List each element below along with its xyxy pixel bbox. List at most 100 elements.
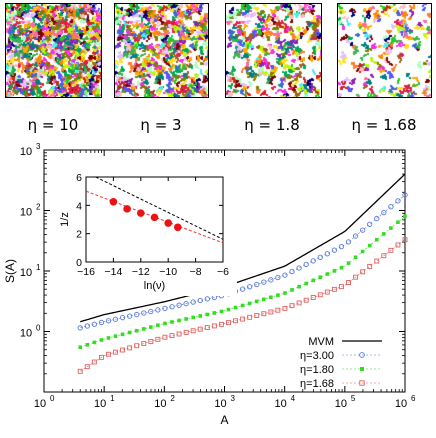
- data-point-circle: [91, 321, 97, 327]
- data-point-star: [78, 345, 83, 350]
- data-point-square: [176, 331, 182, 337]
- data-point-star: [113, 334, 118, 338]
- x-axis-label: A: [220, 413, 228, 427]
- data-point-circle: [289, 268, 295, 275]
- data-point-square: [113, 349, 118, 355]
- data-point-circle: [190, 299, 196, 305]
- data-point-square: [240, 316, 246, 322]
- x-tick-exponent: 1: [110, 394, 115, 403]
- series-line-mvm: [80, 173, 406, 323]
- data-point-square: [120, 347, 126, 353]
- y-tick-label: 10: [20, 146, 32, 158]
- snapshot-caption: η = 1.8: [244, 116, 300, 134]
- data-point-star: [311, 278, 316, 283]
- data-point-circle: [183, 300, 189, 307]
- data-point-square: [247, 314, 253, 320]
- x-tick-label: 10: [214, 398, 226, 410]
- x-tick-exponent: 2: [170, 394, 175, 403]
- data-point-star: [233, 305, 238, 310]
- data-point-star: [403, 214, 407, 219]
- data-point-star: [261, 297, 266, 302]
- data-point-circle: [197, 297, 203, 304]
- inset-x-tick-label: −16: [77, 266, 95, 278]
- inset-data-point: [150, 213, 159, 222]
- data-point-square: [233, 318, 239, 324]
- data-point-circle: [402, 192, 408, 198]
- data-point-star: [382, 232, 386, 236]
- data-point-star: [106, 336, 111, 340]
- data-point-square: [226, 320, 231, 326]
- data-point-square: [303, 297, 309, 303]
- data-point-circle: [268, 277, 274, 283]
- x-tick-exponent: 3: [231, 394, 236, 403]
- inset-dashed-line-red: [85, 190, 224, 244]
- inset-data-point: [109, 197, 118, 206]
- data-point-star: [304, 281, 308, 286]
- data-point-circle: [303, 261, 309, 268]
- data-point-star: [396, 220, 400, 225]
- data-point-square: [141, 341, 147, 347]
- data-point-star: [212, 311, 217, 315]
- data-point-circle: [395, 198, 401, 204]
- data-point-star: [290, 288, 294, 292]
- data-point-square: [134, 343, 140, 349]
- data-point-circle: [317, 254, 323, 260]
- data-point-square: [388, 247, 394, 253]
- inset-x-tick-label: −8: [190, 266, 202, 278]
- data-point-square: [381, 253, 387, 259]
- inset-x-tick-label: −6: [217, 266, 229, 278]
- legend-marker-star: [360, 367, 364, 371]
- data-point-star: [92, 340, 97, 345]
- data-point-star: [389, 226, 393, 230]
- data-point-square: [324, 289, 330, 295]
- data-point-circle: [247, 284, 253, 290]
- x-tick-label: 10: [34, 398, 46, 410]
- data-point-circle: [84, 323, 90, 329]
- inset-dashed-line-black: [95, 176, 224, 240]
- data-point-circle: [331, 247, 338, 253]
- data-point-star: [346, 261, 351, 265]
- data-point-circle: [162, 305, 168, 312]
- data-point-star: [191, 315, 195, 320]
- data-point-circle: [352, 233, 359, 239]
- data-point-square: [374, 258, 380, 264]
- data-point-star: [325, 272, 330, 276]
- inset-x-tick-label: −14: [104, 266, 122, 278]
- data-point-square: [367, 263, 373, 269]
- x-tick-label: 10: [395, 398, 407, 410]
- data-point-star: [170, 320, 174, 324]
- data-point-circle: [367, 221, 373, 227]
- data-point-circle: [239, 286, 246, 292]
- data-point-square: [148, 339, 154, 344]
- data-point-star: [360, 249, 365, 254]
- data-point-square: [91, 359, 97, 365]
- data-point-star: [198, 314, 203, 318]
- data-point-star: [269, 295, 273, 300]
- x-tick-label: 10: [94, 398, 106, 410]
- data-point-circle: [105, 318, 112, 324]
- snapshot-texture: [226, 4, 321, 97]
- data-point-square: [275, 307, 281, 313]
- inset-y-tick-label: 6: [76, 172, 82, 184]
- data-point-square: [339, 284, 344, 290]
- data-point-circle: [254, 281, 260, 288]
- data-point-star: [247, 301, 252, 306]
- data-point-circle: [388, 204, 394, 210]
- snapshot-texture: [338, 4, 431, 97]
- legend-label: η=1.68: [300, 378, 334, 390]
- legend-label: η=1.80: [300, 364, 334, 376]
- data-point-star: [219, 309, 224, 314]
- data-point-square: [84, 364, 90, 370]
- legend-label: MVM: [308, 336, 334, 348]
- data-point-square: [218, 321, 224, 327]
- data-point-star: [177, 318, 181, 323]
- inset-background: [60, 169, 237, 296]
- data-point-circle: [282, 272, 288, 278]
- data-point-square: [127, 345, 133, 351]
- data-point-star: [120, 332, 125, 337]
- data-point-square: [346, 280, 351, 285]
- data-point-square: [197, 326, 203, 332]
- data-point-square: [98, 354, 104, 360]
- data-point-star: [99, 338, 104, 342]
